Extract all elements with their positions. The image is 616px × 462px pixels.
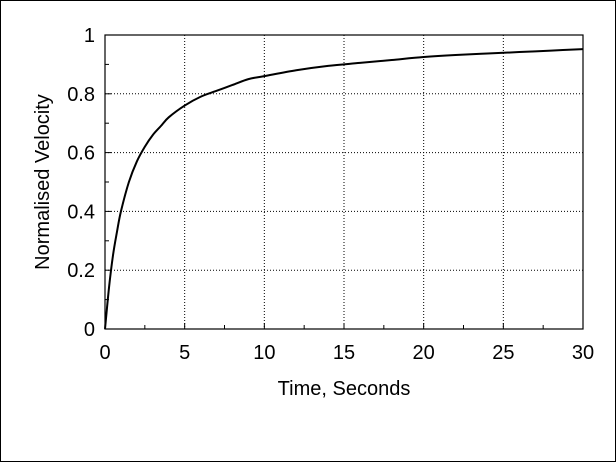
y-tick-label: 0.2 bbox=[67, 260, 95, 282]
y-tick-label: 0.6 bbox=[67, 143, 95, 165]
y-tick-label: 0 bbox=[84, 319, 95, 341]
x-tick-label: 25 bbox=[492, 342, 514, 364]
x-tick-label: 15 bbox=[333, 342, 355, 364]
series-layer bbox=[104, 48, 584, 330]
y-axis-title: Normalised Velocity bbox=[32, 94, 54, 270]
series-line-velocity bbox=[104, 48, 584, 330]
y-tick-label: 1 bbox=[84, 25, 95, 47]
x-tick-label: 0 bbox=[99, 342, 110, 364]
x-tick-label: 30 bbox=[572, 342, 594, 364]
x-axis-tick-labels: 0 5 10 15 20 25 30 bbox=[99, 342, 594, 364]
x-tick-label: 5 bbox=[179, 342, 190, 364]
x-axis-title: Time, Seconds bbox=[278, 378, 411, 400]
x-tick-label: 20 bbox=[413, 342, 435, 364]
y-axis-tick-labels: 0 0.2 0.4 0.6 0.8 1 bbox=[67, 25, 95, 341]
minor-ticks bbox=[104, 34, 584, 330]
y-tick-label: 0.4 bbox=[67, 201, 95, 223]
x-tick-label: 10 bbox=[253, 342, 275, 364]
y-tick-label: 0.8 bbox=[67, 84, 95, 106]
plot-area-border bbox=[104, 34, 584, 330]
grid bbox=[105, 35, 583, 329]
